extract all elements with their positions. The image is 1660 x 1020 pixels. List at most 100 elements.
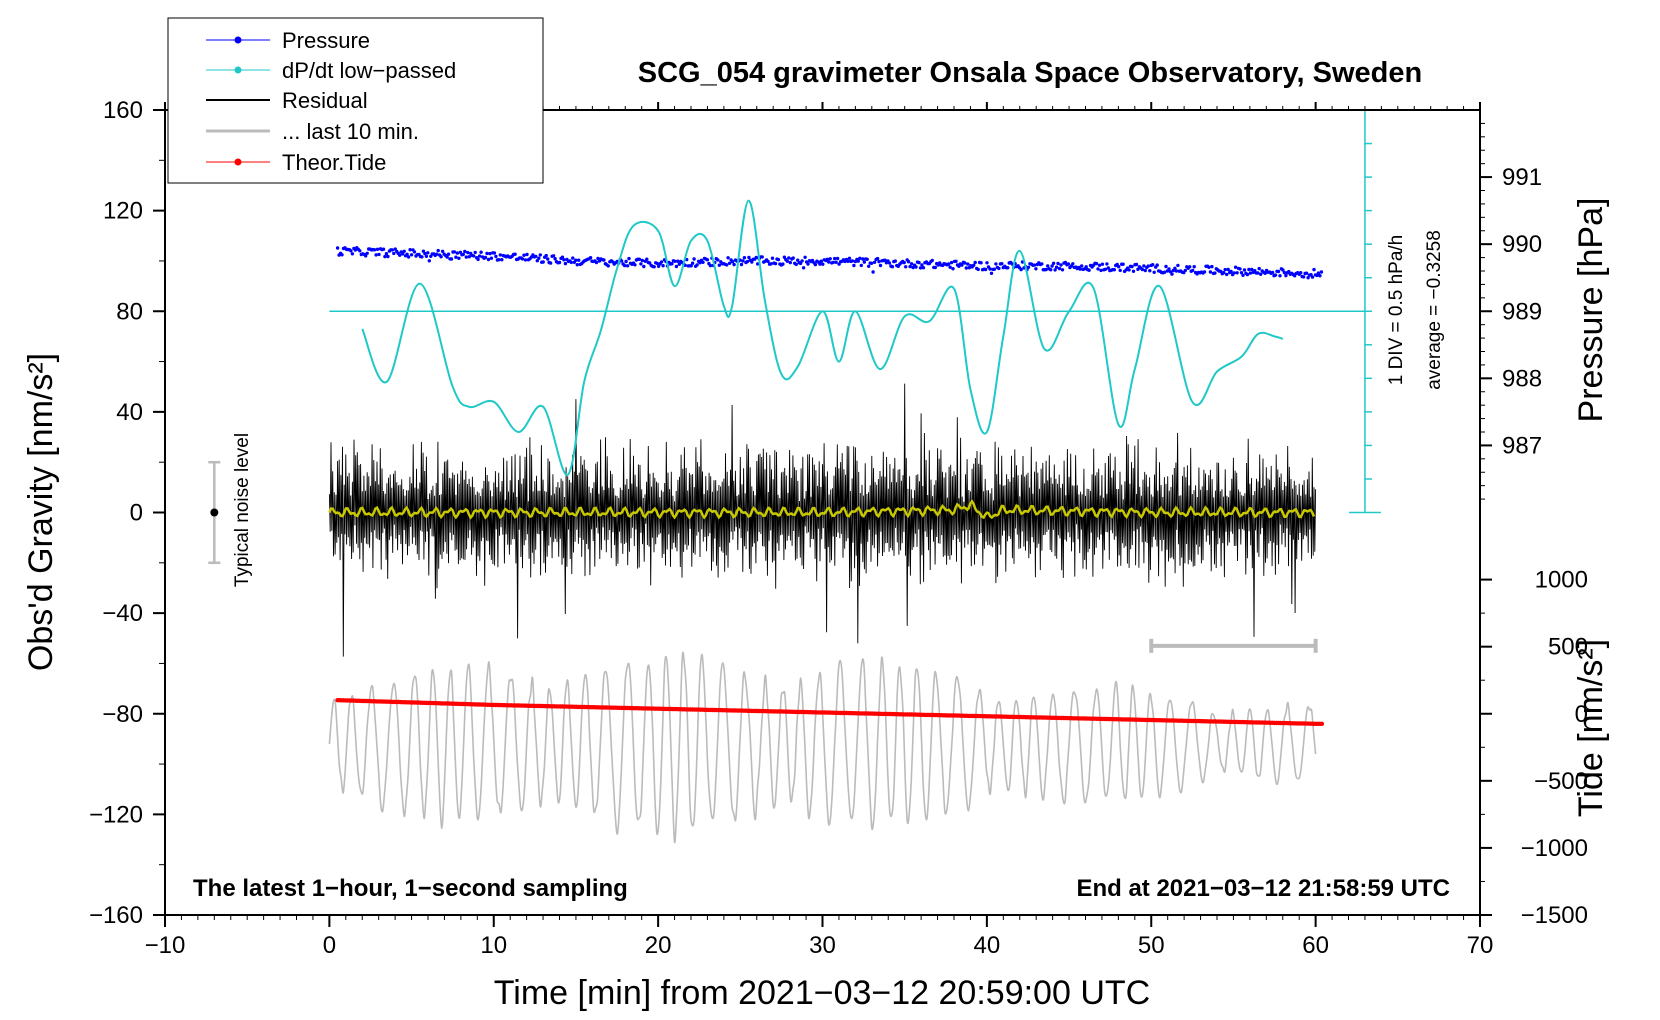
pressure-point bbox=[1164, 264, 1168, 269]
tide-tick-label: −1500 bbox=[1521, 902, 1588, 929]
legend-dpdt-label: dP/dt low−passed bbox=[282, 58, 456, 83]
pressure-point bbox=[716, 258, 720, 262]
pressure-point bbox=[756, 262, 760, 266]
pressure-point bbox=[588, 256, 593, 260]
pressure-point bbox=[449, 257, 454, 261]
pressure-point bbox=[861, 257, 865, 261]
pressure-point bbox=[445, 255, 449, 259]
pressure-point bbox=[1127, 268, 1131, 272]
pressure-point bbox=[571, 256, 575, 260]
pressure-point bbox=[1183, 268, 1188, 273]
legend-pressure-label: Pressure bbox=[282, 28, 370, 53]
pressure-point bbox=[946, 262, 951, 266]
pressure-point bbox=[692, 257, 696, 261]
pressure-point bbox=[741, 259, 745, 263]
pressure-point bbox=[847, 256, 852, 260]
pressure-point bbox=[1103, 267, 1108, 271]
pressure-point bbox=[1257, 266, 1261, 271]
pressure-point bbox=[670, 262, 674, 266]
pressure-point bbox=[806, 262, 810, 266]
pressure-point bbox=[872, 260, 877, 264]
y-tick-label: 120 bbox=[103, 198, 143, 225]
pressure-point bbox=[500, 258, 504, 262]
pressure-point bbox=[833, 256, 837, 261]
pressure-point bbox=[1100, 262, 1105, 266]
pressure-point bbox=[525, 252, 529, 257]
pressure-point bbox=[1282, 270, 1287, 275]
pressure-point bbox=[890, 265, 895, 269]
pressure-point bbox=[858, 256, 862, 260]
pressure-point bbox=[1060, 268, 1065, 272]
pressure-point bbox=[875, 256, 880, 261]
pressure-point bbox=[349, 249, 353, 253]
legend-residual-label: Residual bbox=[282, 88, 368, 113]
pressure-point bbox=[921, 266, 926, 270]
pressure-point bbox=[677, 262, 681, 266]
pressure-point bbox=[1105, 262, 1109, 266]
pressure-point bbox=[725, 263, 729, 267]
pressure-point bbox=[384, 252, 389, 256]
x-tick-label: 60 bbox=[1302, 932, 1329, 959]
pressure-point bbox=[537, 256, 541, 260]
pressure-point bbox=[1071, 262, 1075, 266]
pressure-point bbox=[498, 253, 502, 257]
pressure-point bbox=[1250, 267, 1254, 272]
x-tick-label: 20 bbox=[645, 932, 672, 959]
pressure-point bbox=[1287, 269, 1291, 274]
tide-tick-label: −1000 bbox=[1521, 835, 1588, 862]
pressure-point bbox=[424, 254, 429, 258]
pressure-point bbox=[1053, 268, 1057, 272]
pressure-point bbox=[796, 258, 800, 262]
pressure-point bbox=[606, 264, 610, 268]
pressure-point bbox=[948, 265, 952, 269]
pressure-point bbox=[594, 260, 599, 265]
pressure-point bbox=[831, 260, 835, 265]
pressure-point bbox=[458, 250, 463, 254]
legend-tide-label: Theor.Tide bbox=[282, 150, 386, 175]
y-tick-label: −120 bbox=[89, 801, 143, 828]
pressure-point bbox=[409, 253, 414, 257]
pressure-point bbox=[427, 259, 431, 263]
pressure-point bbox=[985, 261, 989, 265]
pressure-point bbox=[1051, 261, 1056, 265]
pressure-point bbox=[575, 263, 579, 267]
pressure-point bbox=[494, 254, 498, 259]
pressure-point bbox=[375, 247, 380, 251]
pressure-point bbox=[492, 251, 497, 255]
pressure-point bbox=[486, 257, 491, 262]
pressure-point bbox=[1140, 267, 1145, 272]
pressure-tick-label: 990 bbox=[1502, 231, 1542, 258]
pressure-point bbox=[1066, 262, 1071, 266]
pressure-point bbox=[1099, 268, 1103, 273]
pressure-point bbox=[1247, 267, 1251, 272]
legend-dpdt-marker bbox=[234, 66, 242, 74]
pressure-point bbox=[350, 252, 355, 256]
pressure-point bbox=[633, 263, 637, 267]
pressure-point bbox=[436, 248, 440, 253]
pressure-point bbox=[760, 255, 764, 259]
residual-smoothed-series bbox=[328, 499, 1316, 520]
pressure-point bbox=[640, 258, 644, 263]
pressure-point bbox=[1192, 265, 1196, 269]
pressure-point bbox=[544, 253, 548, 258]
pressure-series bbox=[335, 246, 1324, 280]
pressure-point bbox=[951, 267, 955, 271]
pressure-point bbox=[821, 262, 825, 266]
pressure-point bbox=[1006, 266, 1010, 270]
pressure-point bbox=[520, 257, 525, 261]
theor-tide-series bbox=[335, 698, 1325, 726]
pressure-point bbox=[1162, 270, 1167, 274]
pressure-point bbox=[732, 262, 736, 267]
pressure-point bbox=[776, 257, 781, 262]
pressure-point bbox=[983, 267, 988, 272]
pressure-point bbox=[1301, 275, 1306, 279]
pressure-point bbox=[1263, 271, 1267, 275]
pressure-point bbox=[489, 256, 494, 260]
pressure-point bbox=[1170, 272, 1174, 276]
pressure-point bbox=[522, 253, 526, 257]
pressure-point bbox=[673, 259, 677, 263]
pressure-point bbox=[850, 259, 855, 263]
tide-point bbox=[1319, 721, 1325, 726]
pressure-point bbox=[992, 267, 997, 271]
pressure-point bbox=[645, 257, 649, 261]
